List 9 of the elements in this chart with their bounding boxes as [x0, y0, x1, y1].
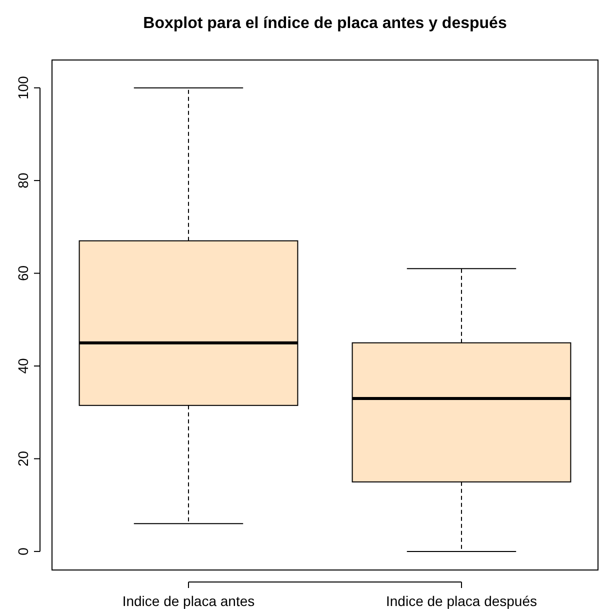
y-tick-label: 40 [15, 358, 31, 374]
y-tick-label: 80 [15, 172, 31, 188]
x-tick-label: Indice de placa antes [122, 593, 255, 609]
y-tick-label: 100 [15, 76, 31, 100]
chart-title: Boxplot para el índice de placa antes y después [143, 15, 507, 32]
x-tick-label: Indice de placa después [386, 593, 537, 609]
y-tick-label: 60 [15, 265, 31, 282]
y-tick-label: 20 [15, 450, 31, 467]
y-tick-label: 0 [15, 547, 31, 556]
